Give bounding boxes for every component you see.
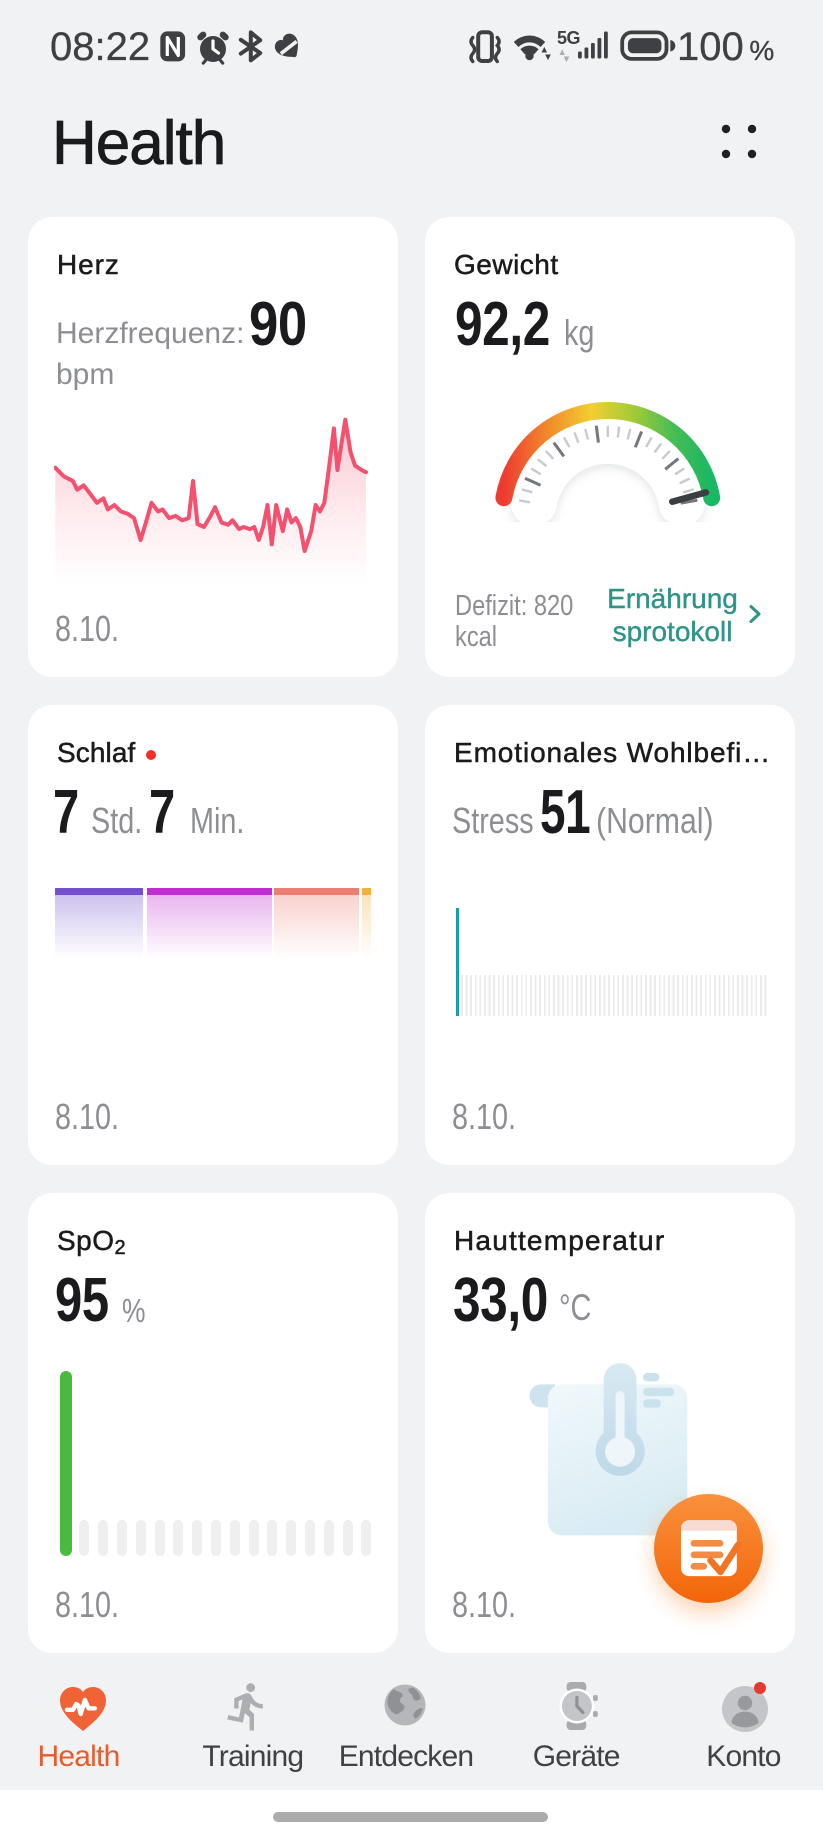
svg-text:5G: 5G	[557, 28, 580, 48]
